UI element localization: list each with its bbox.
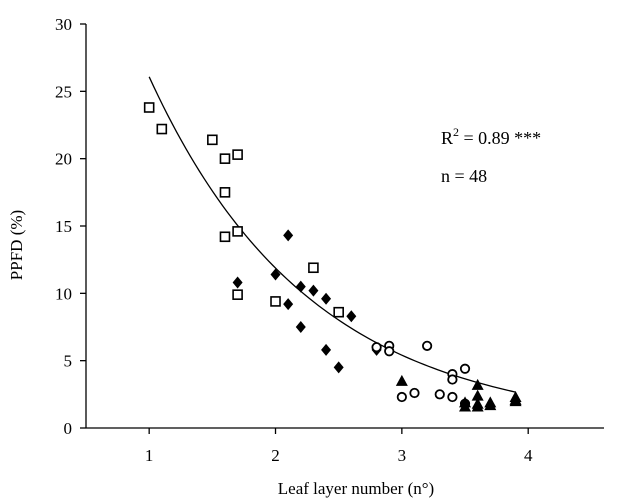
open-circle-point: [371, 342, 382, 353]
open-circle-point: [447, 391, 458, 403]
open-circle-point: [384, 346, 395, 357]
open-circle-point: [434, 389, 445, 400]
open-square-point: [270, 296, 281, 307]
open-square-point: [156, 123, 168, 135]
open-square-point: [232, 226, 243, 237]
filled-triangle-point: [471, 389, 484, 401]
filled-diamond-point: [283, 229, 294, 242]
open-circle-point: [409, 387, 420, 399]
x-tick-label: 2: [271, 446, 280, 465]
y-tick-label: 5: [64, 352, 73, 371]
open-circle-point: [447, 374, 458, 385]
y-tick-label: 30: [55, 15, 72, 34]
r-squared-annotation: R2 = 0.89 ***: [441, 125, 541, 148]
filled-diamond-point: [321, 292, 332, 305]
x-tick-label: 1: [145, 446, 154, 465]
filled-triangle-point: [471, 378, 484, 390]
filled-triangle-point: [471, 397, 484, 409]
open-square-point: [232, 149, 243, 160]
fit-curve-layer: [148, 76, 516, 393]
filled-diamond-point: [283, 298, 294, 311]
r-squared-prefix: R: [441, 128, 453, 148]
filled-triangle-point: [459, 400, 472, 412]
open-circle-point: [422, 340, 433, 351]
y-axis-title: PPFD (%): [7, 210, 26, 280]
open-square-point: [333, 306, 344, 318]
filled-triangle-point: [484, 399, 497, 411]
filled-diamond-point: [270, 268, 281, 281]
open-square-point: [219, 153, 231, 164]
data-points: [143, 102, 522, 412]
filled-triangle-point: [395, 374, 408, 386]
fit-curve: [148, 76, 516, 393]
filled-diamond-point: [295, 321, 306, 333]
axes: [80, 23, 604, 434]
filled-diamond-point: [308, 284, 319, 297]
open-square-point: [207, 134, 218, 146]
open-circle-point: [396, 391, 407, 403]
y-tick-label: 15: [55, 217, 72, 236]
open-square-point: [232, 289, 243, 300]
open-circle-point: [459, 363, 471, 374]
y-tick-label: 10: [55, 284, 72, 303]
filled-diamond-point: [295, 280, 306, 293]
r-squared-value: = 0.89 ***: [459, 128, 541, 148]
filled-triangle-point: [509, 395, 522, 407]
y-tick-label: 25: [55, 82, 72, 101]
filled-diamond-point: [333, 361, 344, 374]
r-squared-superscript: 2: [453, 125, 459, 139]
y-tick-label: 0: [64, 419, 73, 438]
open-square-point: [219, 231, 231, 243]
filled-diamond-point: [346, 310, 357, 323]
open-square-point: [143, 102, 155, 113]
open-square-point: [219, 187, 231, 198]
x-tick-label: 3: [398, 446, 407, 465]
sample-size-annotation: n = 48: [441, 166, 487, 186]
x-tick-label: 4: [524, 446, 533, 465]
filled-diamond-point: [232, 276, 243, 289]
filled-diamond-point: [321, 343, 332, 356]
x-axis-title: Leaf layer number (n°): [278, 479, 434, 498]
y-tick-label: 20: [55, 150, 72, 169]
tick-labels: 0 5 10 15 20 25 30 1 2 3 4: [55, 15, 533, 465]
open-square-point: [308, 262, 319, 274]
